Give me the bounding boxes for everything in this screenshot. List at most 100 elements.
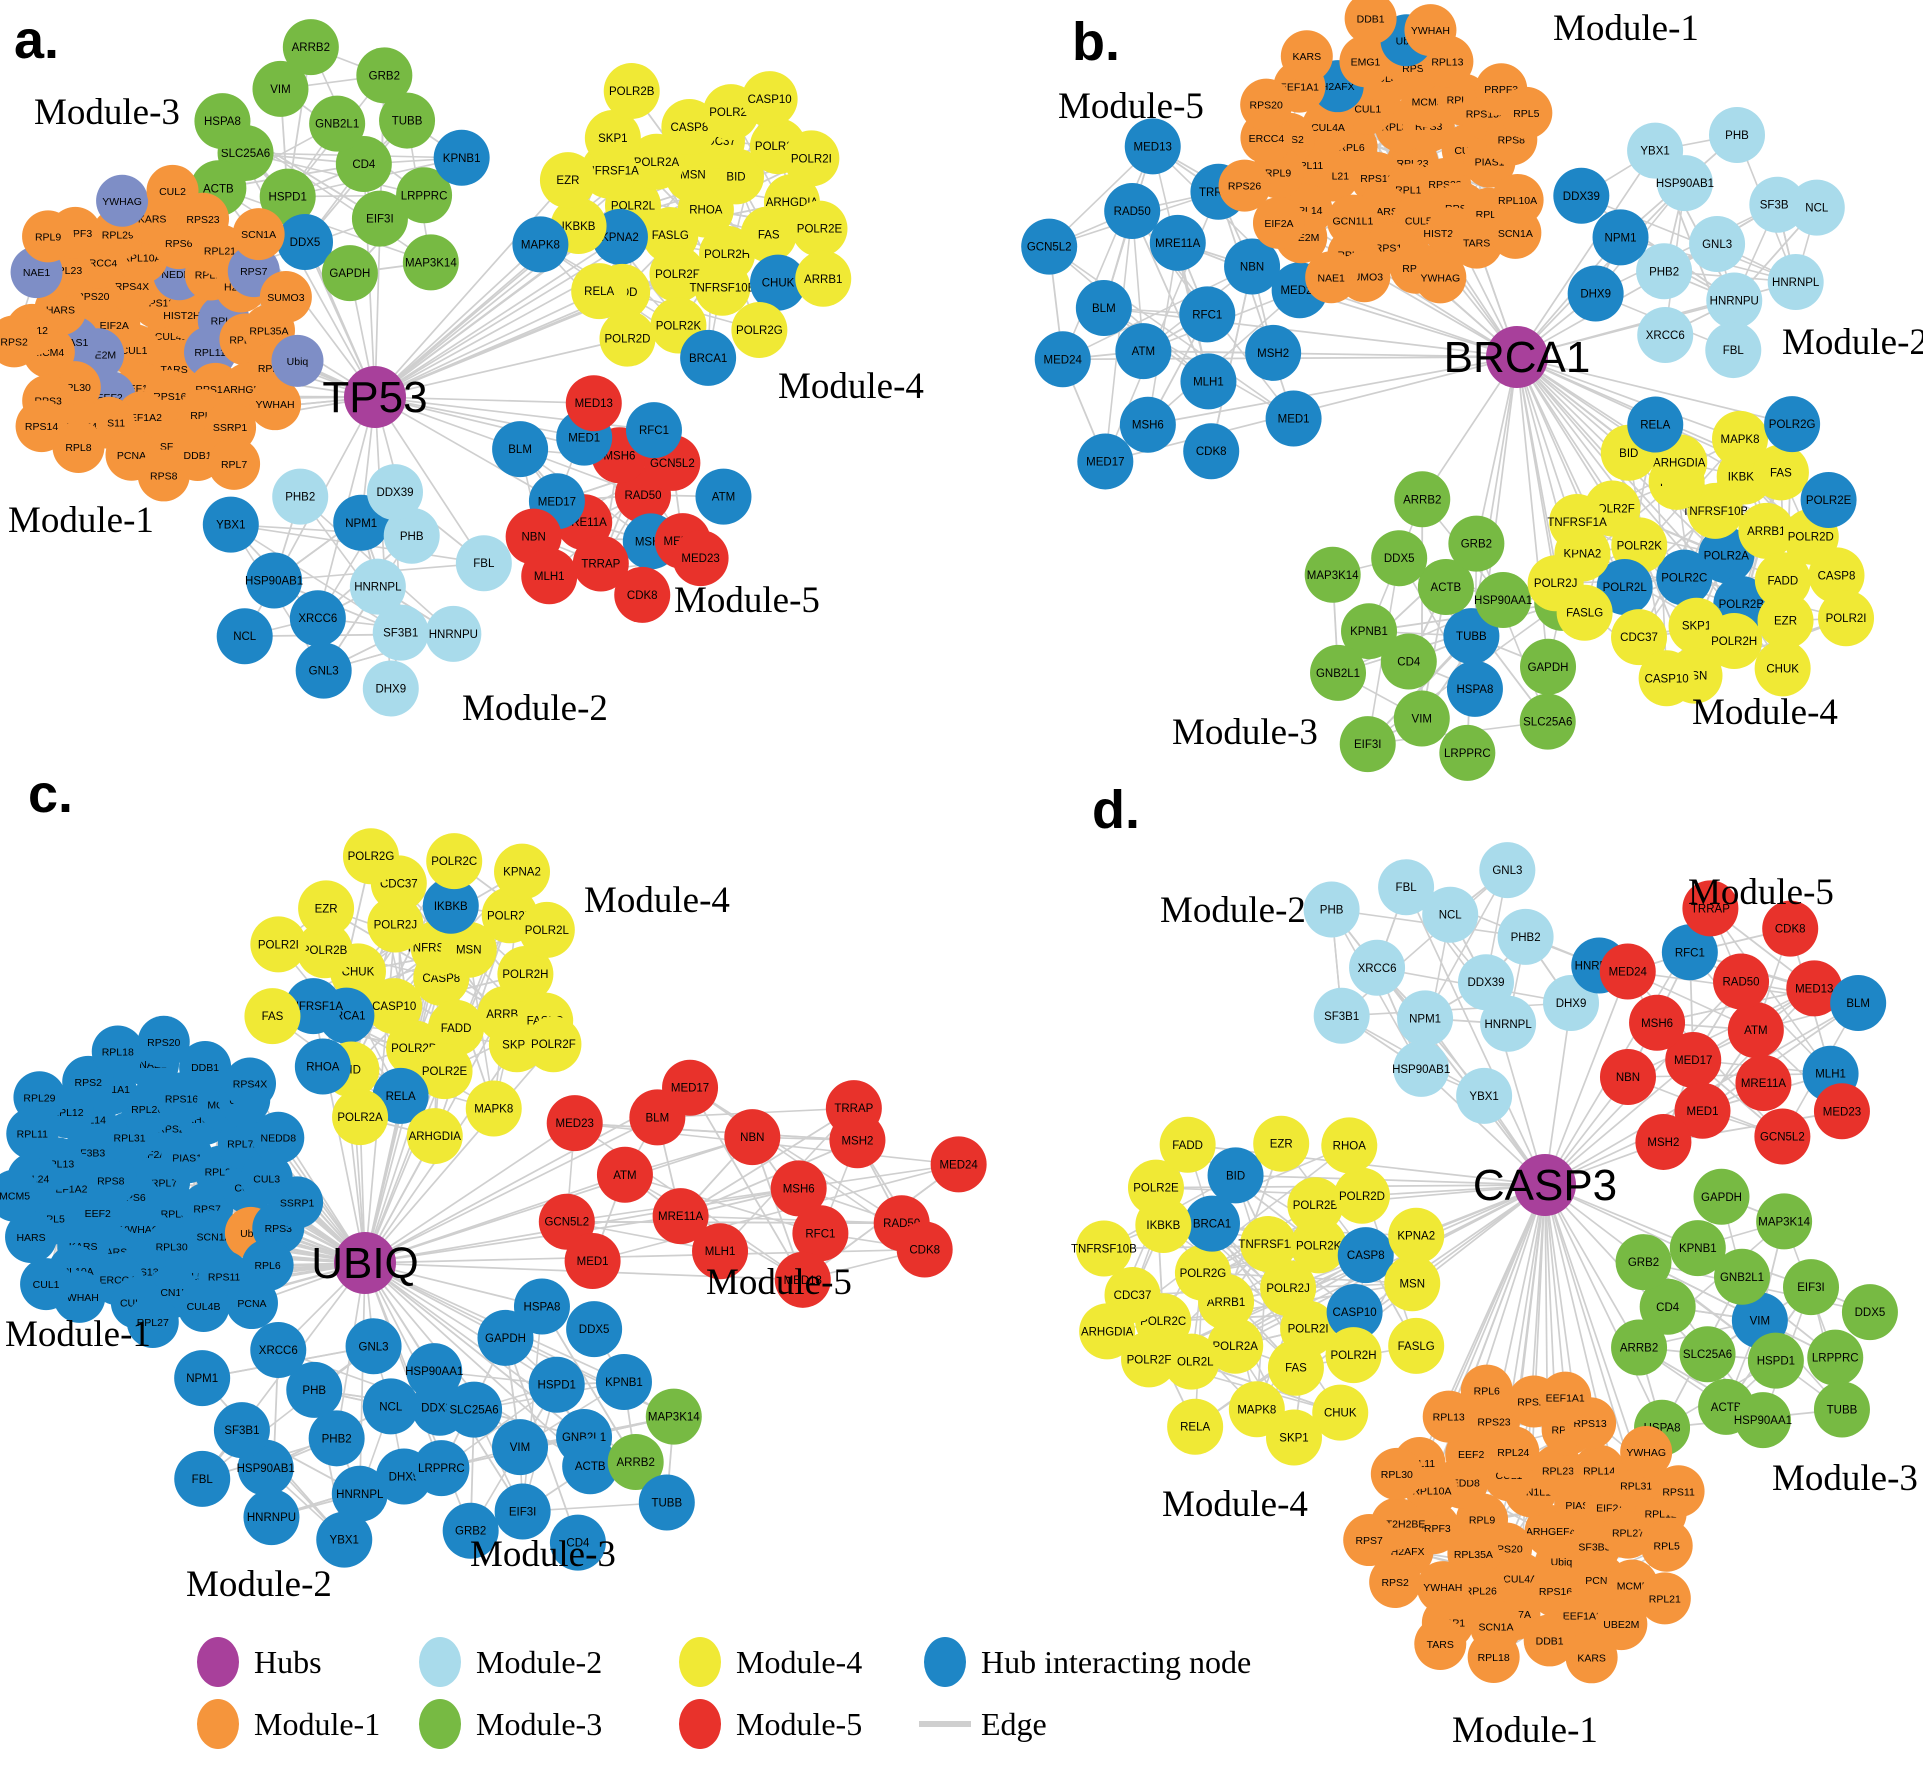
node-fbl[interactable] bbox=[455, 535, 512, 592]
node-rpl21[interactable] bbox=[1638, 1572, 1691, 1625]
node-polr2f[interactable] bbox=[1121, 1331, 1178, 1388]
node-gapdh[interactable] bbox=[1520, 638, 1577, 695]
node-msh6[interactable] bbox=[770, 1160, 827, 1217]
node-med23[interactable] bbox=[546, 1095, 603, 1152]
node-eif3i[interactable] bbox=[351, 190, 408, 247]
node-tnfrsf1a[interactable] bbox=[1549, 494, 1606, 551]
node-vim[interactable] bbox=[252, 60, 309, 117]
node-hspd1[interactable] bbox=[259, 168, 316, 225]
node-rpl9[interactable] bbox=[22, 210, 75, 263]
node-ezr[interactable] bbox=[298, 880, 355, 937]
node-ddb1[interactable] bbox=[1344, 0, 1397, 45]
node-rpl18[interactable] bbox=[91, 1025, 144, 1078]
node-polr2l[interactable] bbox=[1596, 558, 1653, 615]
node-ddx5[interactable] bbox=[1841, 1284, 1898, 1341]
node-hnrnpl[interactable] bbox=[349, 558, 406, 615]
node-polr2e[interactable] bbox=[791, 200, 848, 257]
node-fas[interactable] bbox=[1267, 1339, 1324, 1396]
node-rpl5[interactable] bbox=[1640, 1519, 1693, 1572]
node-polr2c[interactable] bbox=[1656, 549, 1713, 606]
node-nbn[interactable] bbox=[1599, 1048, 1656, 1105]
node-ube2m[interactable] bbox=[1595, 1598, 1648, 1651]
node-polr2f[interactable] bbox=[525, 1016, 582, 1073]
node-ybx1[interactable] bbox=[202, 496, 259, 553]
node-polr2g[interactable] bbox=[731, 301, 788, 358]
node-grb2[interactable] bbox=[442, 1502, 499, 1559]
node-rps8[interactable] bbox=[137, 449, 190, 502]
node-phb2[interactable] bbox=[1636, 243, 1693, 300]
hub-node-brca1[interactable] bbox=[1486, 326, 1548, 388]
node-hspa8[interactable] bbox=[513, 1278, 570, 1335]
node-rpl18[interactable] bbox=[1467, 1631, 1520, 1684]
node-ezr[interactable] bbox=[1253, 1115, 1310, 1172]
node-fbl[interactable] bbox=[1705, 322, 1762, 379]
node-phb[interactable] bbox=[286, 1361, 343, 1418]
node-tubb[interactable] bbox=[1443, 608, 1500, 665]
node-ddx5[interactable] bbox=[1371, 530, 1428, 587]
node-arrb2[interactable] bbox=[282, 19, 339, 76]
node-scn1a[interactable] bbox=[232, 208, 285, 261]
node-tubb[interactable] bbox=[379, 92, 436, 149]
node-tnfrsf10b[interactable] bbox=[694, 259, 751, 316]
node-hars[interactable] bbox=[5, 1211, 58, 1264]
node-med13[interactable] bbox=[1124, 118, 1181, 175]
node-slc25a6[interactable] bbox=[1679, 1326, 1736, 1383]
hub-node-ubiq[interactable] bbox=[334, 1232, 396, 1294]
node-atm[interactable] bbox=[695, 468, 752, 525]
node-fbl[interactable] bbox=[174, 1450, 231, 1507]
node-rps14[interactable] bbox=[15, 400, 68, 453]
node-rps20[interactable] bbox=[137, 1015, 190, 1068]
node-gnl3[interactable] bbox=[1689, 215, 1746, 272]
node-msn[interactable] bbox=[440, 921, 497, 978]
node-ywhah[interactable] bbox=[1404, 4, 1457, 57]
node-rad50[interactable] bbox=[1104, 183, 1161, 240]
node-phb[interactable] bbox=[1303, 881, 1360, 938]
node-rpl27[interactable] bbox=[126, 1296, 179, 1349]
node-lrpprc[interactable] bbox=[413, 1440, 470, 1497]
node-npm1[interactable] bbox=[1592, 209, 1649, 266]
node-rps4x[interactable] bbox=[224, 1057, 277, 1110]
node-rpl5[interactable] bbox=[1500, 86, 1553, 139]
node-polr2l[interactable] bbox=[1163, 1333, 1220, 1390]
node-eif2a[interactable] bbox=[1252, 196, 1305, 249]
node-sf3b1[interactable] bbox=[372, 604, 429, 661]
node-vim[interactable] bbox=[1393, 690, 1450, 747]
node-hnrnpu[interactable] bbox=[1706, 272, 1763, 329]
node-med24[interactable] bbox=[1034, 331, 1091, 388]
node-hnrnpl[interactable] bbox=[331, 1465, 388, 1522]
node-med23[interactable] bbox=[1813, 1083, 1870, 1140]
node-polr2k[interactable] bbox=[1290, 1217, 1347, 1274]
node-hnrnpl[interactable] bbox=[1480, 995, 1537, 1052]
node-ywhag[interactable] bbox=[1620, 1426, 1673, 1479]
node-fadd[interactable] bbox=[1159, 1116, 1216, 1173]
node-dhx9[interactable] bbox=[362, 660, 419, 717]
node-polr2g[interactable] bbox=[1764, 396, 1821, 453]
node-dhx9[interactable] bbox=[1567, 265, 1624, 322]
node-hspd1[interactable] bbox=[528, 1356, 585, 1413]
node-rps20[interactable] bbox=[1240, 78, 1293, 131]
node-polr2i[interactable] bbox=[250, 916, 307, 973]
node-polr2e[interactable] bbox=[416, 1043, 473, 1100]
node-rpl7[interactable] bbox=[208, 437, 261, 490]
node-rfc1[interactable] bbox=[792, 1205, 849, 1262]
node-med1[interactable] bbox=[1265, 390, 1322, 447]
node-rpl23[interactable] bbox=[1532, 1444, 1585, 1497]
node-polr2h[interactable] bbox=[1325, 1327, 1382, 1384]
node-chuk[interactable] bbox=[750, 254, 807, 311]
node-grb2[interactable] bbox=[1615, 1234, 1672, 1291]
node-ezr[interactable] bbox=[539, 152, 596, 209]
node-polr2a[interactable] bbox=[628, 133, 685, 190]
node-eif3i[interactable] bbox=[494, 1483, 551, 1540]
node-eef1a1[interactable] bbox=[1539, 1371, 1592, 1424]
node-hsp90ab1[interactable] bbox=[246, 552, 303, 609]
node-atm[interactable] bbox=[1115, 323, 1172, 380]
node-sf3b1[interactable] bbox=[213, 1402, 270, 1459]
node-mcm5[interactable] bbox=[0, 1169, 41, 1222]
node-arrb2[interactable] bbox=[1611, 1319, 1668, 1376]
node-tnfrsf10b[interactable] bbox=[1075, 1220, 1132, 1277]
node-ybx1[interactable] bbox=[1627, 122, 1684, 179]
node-polr2d[interactable] bbox=[599, 310, 656, 367]
node-casp8[interactable] bbox=[1337, 1227, 1394, 1284]
node-atm[interactable] bbox=[1727, 1002, 1784, 1059]
node-polr2c[interactable] bbox=[426, 833, 483, 890]
